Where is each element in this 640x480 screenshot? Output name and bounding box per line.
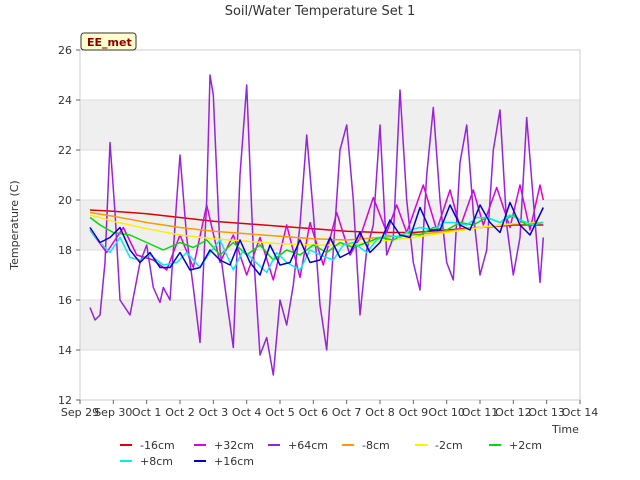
x-tick-label: Oct 2 (165, 406, 195, 419)
legend-label: +16cm (214, 455, 254, 468)
x-tick-label: Sep 29 (61, 406, 99, 419)
plot-frame (79, 49, 581, 401)
x-tick-label: Oct 14 (562, 406, 599, 419)
y-axis-label: Temperature (C) (8, 180, 21, 270)
y-tick-label: 26 (58, 44, 72, 57)
x-tick-label: Oct 3 (199, 406, 229, 419)
x-tick-label: Oct 7 (332, 406, 362, 419)
legend-label: +32cm (214, 439, 254, 452)
x-tick-label: Oct 8 (365, 406, 395, 419)
legend: -16cm +32cm +64cm -8cm -2cm +2cm +8cm +16cm (120, 439, 542, 468)
y-tick-label: 14 (58, 344, 72, 357)
y-tick-label: 22 (58, 144, 72, 157)
series-line-+8cm (89, 214, 544, 274)
x-tick-label: Oct 12 (495, 406, 532, 419)
y-tick-label: 20 (58, 194, 72, 207)
legend-label: +64cm (288, 439, 328, 452)
series-line-+2cm (89, 214, 544, 261)
y-tick-label: 18 (58, 244, 72, 257)
x-axis-label: Time (551, 423, 579, 436)
legend-label: +2cm (509, 439, 542, 452)
y-tick-label: 16 (58, 294, 72, 307)
chart-title: Soil/Water Temperature Set 1 (225, 4, 416, 19)
ee-met-badge: EE_met (80, 32, 137, 51)
x-tick-label: Oct 10 (428, 406, 465, 419)
x-tick-label: Oct 6 (299, 406, 329, 419)
x-tick-label: Oct 1 (132, 406, 162, 419)
x-tick-label: Oct 5 (265, 406, 295, 419)
legend-label: -16cm (140, 439, 175, 452)
x-tick-label: Sep 30 (94, 406, 132, 419)
shaded-band-2 (80, 100, 580, 150)
x-tick-label: Oct 11 (462, 406, 499, 419)
legend-label: -2cm (435, 439, 463, 452)
series-line-+16cm (89, 201, 544, 276)
legend-label: +8cm (140, 455, 173, 468)
x-tick-label: Oct 13 (528, 406, 565, 419)
x-tick-label: Oct 4 (232, 406, 262, 419)
y-tick-label: 24 (58, 94, 72, 107)
y-tick-label: 12 (58, 394, 72, 407)
badge-label: EE_met (87, 36, 132, 49)
x-tick-label: Oct 9 (399, 406, 429, 419)
series-line-+64cm (89, 74, 545, 376)
legend-label: -8cm (362, 439, 390, 452)
